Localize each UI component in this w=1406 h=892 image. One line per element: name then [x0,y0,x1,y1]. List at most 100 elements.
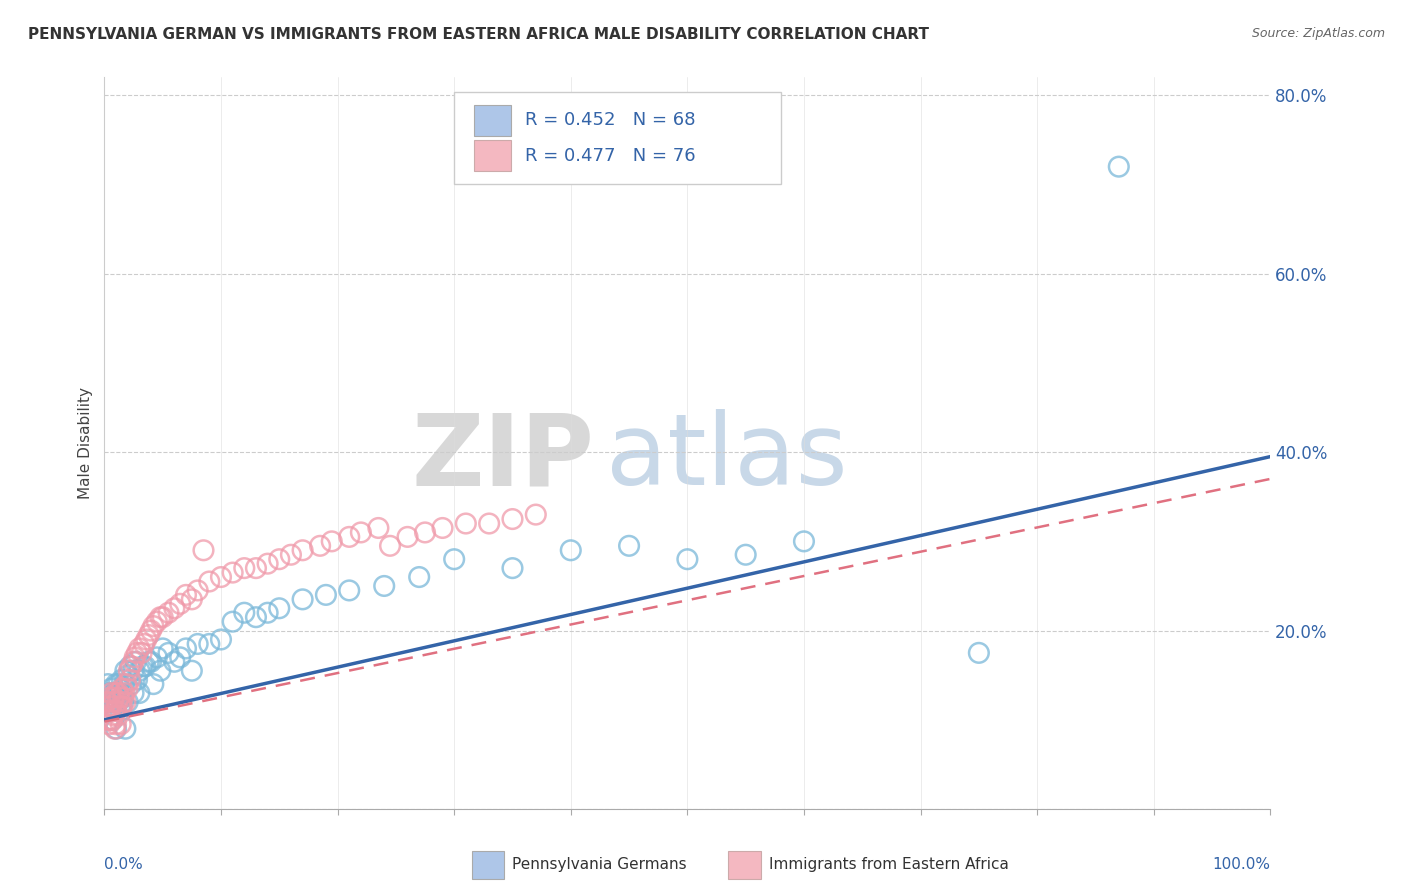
Point [111,673,134,687]
Point [114,664,136,678]
Point [280,548,302,562]
Bar [471,851,505,879]
Point [245,561,267,575]
Point [142,619,165,633]
Point [209,632,232,647]
Point [98,713,121,727]
Point [105,686,128,700]
Y-axis label: Male Disability: Male Disability [79,387,93,500]
Point [124,650,146,665]
Point [163,655,186,669]
Point [350,525,373,540]
Point [138,628,160,642]
Point [118,659,141,673]
FancyBboxPatch shape [454,92,780,184]
Point [139,655,162,669]
Point [408,570,430,584]
Point [122,686,145,700]
Point [134,659,156,673]
Point [187,583,209,598]
Point [101,713,124,727]
Point [125,655,148,669]
Point [321,534,343,549]
Point [337,530,360,544]
Point [142,677,165,691]
Point [128,664,150,678]
Point [256,557,278,571]
Point [111,681,134,696]
Point [315,588,337,602]
Point [373,579,395,593]
Point [152,610,174,624]
Point [120,677,142,691]
Point [169,597,191,611]
Point [117,668,139,682]
Point [107,677,129,691]
Point [149,664,172,678]
Point [413,525,436,540]
Point [734,548,756,562]
Point [98,686,121,700]
Point [396,530,419,544]
Bar [474,140,512,171]
Point [112,686,135,700]
Point [139,624,162,638]
Point [107,695,129,709]
Point [169,650,191,665]
Text: R = 0.452   N = 68: R = 0.452 N = 68 [526,111,696,128]
Text: Pennsylvania Germans: Pennsylvania Germans [512,856,688,871]
Point [114,695,136,709]
Point [152,641,174,656]
Point [118,664,141,678]
Point [114,722,136,736]
Point [180,592,202,607]
Point [111,690,134,705]
Point [104,695,127,709]
Point [967,646,990,660]
Point [174,588,197,602]
Point [100,681,122,696]
Point [524,508,547,522]
Point [198,637,221,651]
Point [110,717,132,731]
Point [309,539,332,553]
Point [108,686,131,700]
Point [157,606,180,620]
Point [138,655,160,669]
Point [103,699,125,714]
Point [97,704,120,718]
Point [104,704,127,718]
Point [101,690,124,705]
Point [105,704,128,718]
Point [98,717,121,731]
Point [125,646,148,660]
Text: 100.0%: 100.0% [1212,856,1271,871]
Point [117,695,139,709]
Text: ZIP: ZIP [411,409,595,507]
Point [104,722,127,736]
Point [378,539,401,553]
Point [132,659,155,673]
Point [337,583,360,598]
Point [112,695,135,709]
Point [96,695,118,709]
Point [193,543,215,558]
Point [122,664,145,678]
Point [367,521,389,535]
Bar [728,851,761,879]
Point [157,646,180,660]
Text: Source: ZipAtlas.com: Source: ZipAtlas.com [1251,27,1385,40]
Point [120,659,142,673]
Text: 0.0%: 0.0% [104,856,143,871]
Point [187,637,209,651]
Point [269,552,291,566]
Point [132,637,155,651]
Point [117,681,139,696]
Point [115,677,138,691]
Point [100,699,122,714]
Point [118,673,141,687]
Point [103,686,125,700]
Point [560,543,582,558]
Point [105,677,128,691]
Point [111,699,134,714]
